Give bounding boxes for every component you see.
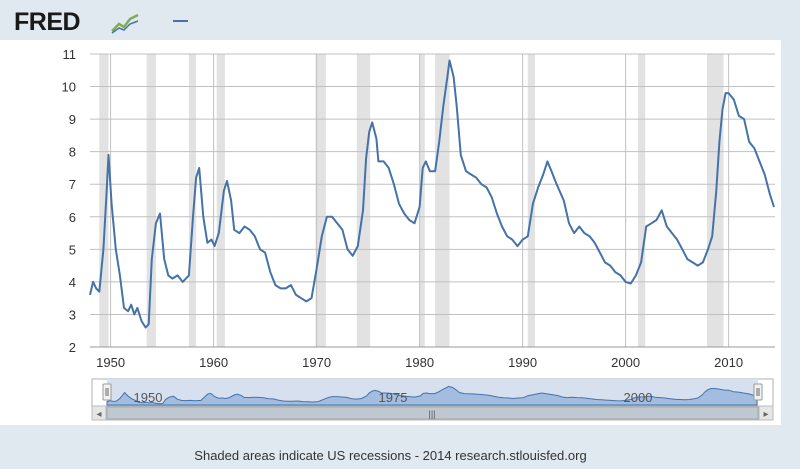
y-tick-label: 4 [69,275,76,290]
navigator-tick-label: 2000 [624,390,653,405]
series-line [89,59,775,329]
y-axis-labels: 2 3 4 5 6 7 8 9 10 11 [62,47,76,355]
legend-series-swatch [173,20,188,22]
y-tick-label: 11 [63,47,77,62]
navigator-tick-label: 1950 [134,390,163,405]
y-tick-label: 9 [69,112,76,127]
recession-band [315,54,326,347]
scrollbar-thumb[interactable] [106,406,759,420]
navigator-left-handle[interactable] [102,383,112,401]
chevron-right-icon: ▸ [763,409,768,420]
recession-band [527,54,535,347]
y-tick-label: 6 [69,210,76,225]
recession-band [638,54,646,347]
footer-note: Shaded areas indicate US recessions - 20… [194,448,587,463]
chevron-left-icon: ◂ [96,409,101,420]
x-tick-label: 1990 [508,355,537,370]
chart-svg: 2 3 4 5 6 7 8 9 10 11 1950 1960 1970 1980 1990 2000 201… [62,47,775,421]
x-tick-label: 2000 [611,355,640,370]
x-tick-label: 2010 [714,355,743,370]
recession-band [216,54,225,347]
x-tick-label: 1970 [302,355,331,370]
scrollbar-grip-icon: ||| [428,409,435,419]
logo-text: FRED [14,8,81,36]
navigator-series-area [106,385,758,406]
recession-band [188,54,197,347]
y-tick-label: 2 [69,340,76,355]
navigator-tick-label: 1975 [379,390,408,405]
recession-band [99,54,109,347]
x-tick-label: 1960 [199,355,228,370]
scroll-right-button[interactable]: ▸ [758,405,774,421]
chart-panel [0,40,781,425]
recession-band [146,54,156,347]
x-axis-labels: 1950 1960 1970 1980 1990 2000 2010 [96,355,743,370]
recession-band [435,54,450,347]
scroll-left-button[interactable]: ◂ [91,405,107,421]
y-tick-label: 7 [69,177,76,192]
x-tick-label: 1980 [405,355,434,370]
recession-shading [99,54,724,347]
x-tick-label: 1950 [96,355,125,370]
series-layer [89,59,775,329]
grid [90,53,775,348]
y-tick-label: 10 [62,80,76,95]
scrollbar[interactable]: ◂ ||| ▸ [91,405,774,421]
recession-band [419,54,425,347]
y-tick-label: 3 [69,307,76,322]
y-tick-label: 8 [69,145,76,160]
navigator[interactable]: 1950 1975 2000 [91,378,774,407]
y-tick-label: 5 [69,242,76,257]
fred-chart-logo-icon [110,12,140,34]
navigator-right-handle[interactable] [753,383,763,401]
